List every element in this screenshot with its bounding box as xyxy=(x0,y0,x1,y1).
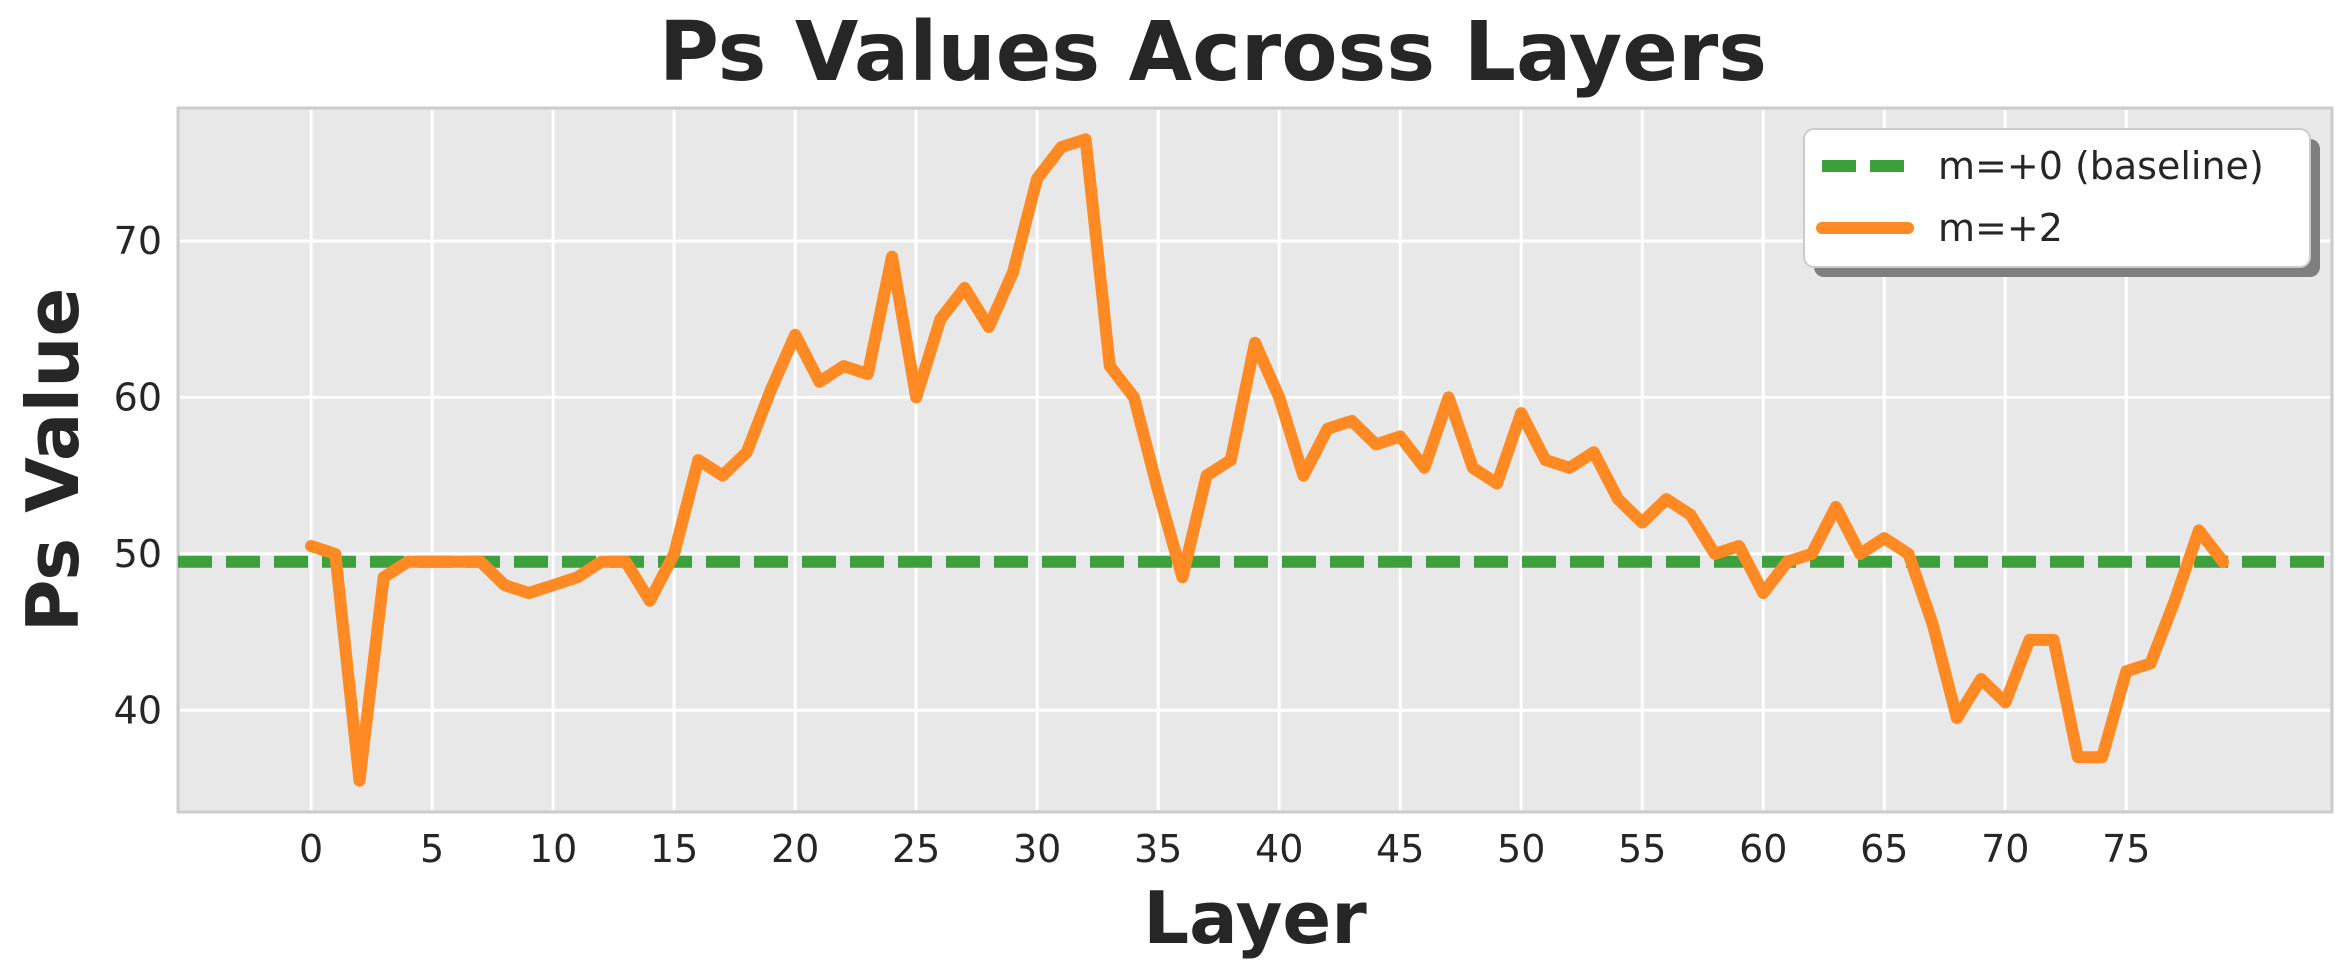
x-tick-label: 55 xyxy=(1618,827,1666,871)
legend-box xyxy=(1803,128,2311,268)
x-tick-label: 25 xyxy=(892,827,940,871)
legend: m=+0 (baseline) m=+2 xyxy=(1803,128,2320,277)
x-tick-label: 75 xyxy=(2102,827,2150,871)
x-tick-label: 10 xyxy=(529,827,577,871)
y-tick-label: 70 xyxy=(114,219,162,263)
legend-label-m2: m=+2 xyxy=(1938,206,2063,250)
x-tick-label: 15 xyxy=(650,827,698,871)
x-tick-label: 0 xyxy=(299,827,323,871)
series-layer xyxy=(178,133,2332,787)
x-tick-label: 40 xyxy=(1255,827,1303,871)
legend-label-baseline: m=+0 (baseline) xyxy=(1938,144,2264,188)
y-ticks: 40 50 60 70 xyxy=(114,219,162,732)
y-axis-label: Ps Value xyxy=(11,288,95,633)
x-axis-label: Layer xyxy=(1143,876,1367,960)
x-tick-label: 35 xyxy=(1134,827,1182,871)
x-ticks: 0 5 10 15 20 25 30 35 40 45 50 55 60 65 70 75 xyxy=(299,827,2150,871)
y-tick-label: 40 xyxy=(114,688,162,732)
chart-title: Ps Values Across Layers xyxy=(659,5,1767,100)
series-line-1 xyxy=(305,133,2230,787)
x-tick-label: 60 xyxy=(1739,827,1787,871)
x-tick-label: 70 xyxy=(1981,827,2029,871)
x-tick-label: 30 xyxy=(1013,827,1061,871)
x-tick-label: 5 xyxy=(420,827,444,871)
x-tick-label: 20 xyxy=(771,827,819,871)
x-tick-label: 45 xyxy=(1376,827,1424,871)
y-tick-label: 60 xyxy=(114,375,162,419)
x-tick-label: 50 xyxy=(1497,827,1545,871)
x-tick-label: 65 xyxy=(1860,827,1908,871)
y-tick-label: 50 xyxy=(114,532,162,576)
